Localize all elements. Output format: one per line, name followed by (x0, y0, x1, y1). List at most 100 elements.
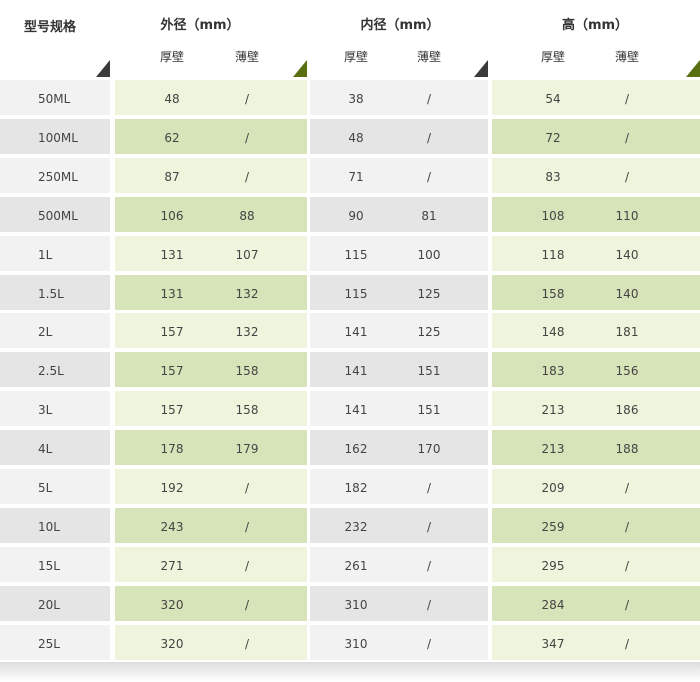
cell-text: 170 (417, 442, 441, 457)
inner-thin-cell: / (402, 546, 488, 582)
model-cell: 5L (0, 469, 110, 504)
cell-text: 25L (38, 636, 60, 651)
cell-text: 100 (417, 247, 441, 262)
cell-text: 157 (160, 325, 184, 340)
table-row: 50ML 48 / 38 / 54 / (0, 79, 700, 117)
outer-thin-cell: / (230, 469, 307, 504)
inner-thin-cell: 151 (402, 352, 488, 388)
inner-thick-cell: 310 (310, 624, 402, 660)
cell-text: 192 (160, 481, 184, 495)
height-thin-cell: 181 (612, 313, 700, 349)
cell-text: / (624, 558, 630, 573)
cell-text: 62 (164, 130, 180, 145)
outer-thick-cell: 157 (115, 313, 230, 349)
cell-text: / (244, 481, 250, 495)
header-od-thick: 厚壁 (159, 50, 184, 64)
inner-thin-cell: / (402, 80, 488, 115)
inner-thin-cell: / (402, 624, 488, 660)
model-cell: 250ML (0, 157, 110, 193)
corner-decoration (686, 60, 700, 77)
height-thin-cell: 140 (612, 235, 700, 271)
outer-thick-cell: 87 (115, 157, 230, 193)
height-thin-cell: / (612, 469, 700, 504)
cell-text: 38 (348, 92, 364, 106)
table-row: 1L 131 107 115 100 118 140 (0, 235, 700, 273)
cell-text: 48 (348, 130, 364, 145)
header-outer-diameter: 外径（mm） (160, 18, 240, 33)
cell-text: 125 (417, 286, 441, 301)
height-thin-cell: 110 (612, 196, 700, 232)
model-cell: 10L (0, 507, 110, 543)
cell-text: 209 (541, 481, 565, 495)
outer-thick-cell: 192 (115, 469, 230, 504)
cell-text: 3L (38, 403, 53, 418)
cell-text: 107 (235, 247, 259, 262)
inner-thick-cell: 90 (310, 196, 402, 232)
height-thick-cell: 259 (492, 507, 612, 543)
inner-thick-cell: 141 (310, 391, 402, 427)
model-cell: 15L (0, 546, 110, 582)
height-thick-cell: 183 (492, 352, 612, 388)
cell-text: 125 (417, 325, 441, 340)
model-cell: 1.5L (0, 274, 110, 310)
height-thin-cell: / (612, 507, 700, 543)
header-h-thin: 薄壁 (614, 50, 639, 64)
cell-text: 2L (38, 325, 53, 340)
outer-thin-cell: 132 (230, 274, 307, 310)
cell-text: 50ML (38, 92, 71, 106)
table-row: 15L 271 / 261 / 295 / (0, 546, 700, 584)
cell-text: 4L (38, 442, 53, 457)
cell-text: 178 (160, 442, 184, 457)
height-thick-cell: 72 (492, 118, 612, 154)
height-thin-cell: / (612, 157, 700, 193)
cell-text: 151 (417, 364, 441, 379)
height-thick-cell: 118 (492, 235, 612, 271)
inner-thick-cell: 261 (310, 546, 402, 582)
model-cell: 25L (0, 624, 110, 660)
height-thick-cell: 54 (492, 80, 612, 115)
outer-thick-cell: 131 (115, 274, 230, 310)
cell-text: 232 (344, 519, 368, 534)
table-row: 4L 178 179 162 170 213 188 (0, 429, 700, 467)
cell-text: / (624, 519, 630, 534)
cell-text: 83 (545, 169, 561, 184)
table-row: 10L 243 / 232 / 259 / (0, 507, 700, 545)
inner-thin-cell: 125 (402, 313, 488, 349)
table-row: 25L 320 / 310 / 347 / (0, 624, 700, 662)
cell-text: / (426, 130, 432, 145)
cell-text: 131 (160, 286, 184, 301)
table-row: 3L 157 158 141 151 213 186 (0, 390, 700, 428)
cell-text: 186 (615, 403, 639, 418)
height-thick-cell: 347 (492, 624, 612, 660)
cell-text: 54 (545, 92, 561, 106)
cell-text: 1.5L (38, 286, 64, 301)
cell-text: 158 (235, 364, 259, 379)
outer-thick-cell: 320 (115, 585, 230, 621)
cell-text: / (624, 169, 630, 184)
model-cell: 2L (0, 313, 110, 349)
cell-text: 71 (348, 169, 364, 184)
inner-thin-cell: 125 (402, 274, 488, 310)
height-thick-cell: 284 (492, 585, 612, 621)
model-cell: 20L (0, 585, 110, 621)
height-thick-cell: 209 (492, 469, 612, 504)
outer-thick-cell: 62 (115, 118, 230, 154)
model-cell: 50ML (0, 80, 110, 115)
cell-text: 261 (344, 558, 368, 573)
cell-text: / (426, 92, 432, 106)
cell-text: 158 (235, 403, 259, 418)
cell-text: 141 (344, 325, 368, 340)
height-thin-cell: 156 (612, 352, 700, 388)
cell-text: 500ML (38, 208, 78, 223)
cell-text: 108 (541, 208, 565, 223)
outer-thick-cell: 131 (115, 235, 230, 271)
cell-text: 156 (615, 364, 639, 379)
cell-text: 20L (38, 597, 60, 612)
outer-thick-cell: 157 (115, 391, 230, 427)
height-thick-cell: 108 (492, 196, 612, 232)
corner-decoration (474, 60, 488, 77)
cell-text: / (624, 481, 630, 495)
outer-thin-cell: / (230, 507, 307, 543)
cell-text: 284 (541, 597, 565, 612)
outer-thin-cell: 179 (230, 430, 307, 466)
